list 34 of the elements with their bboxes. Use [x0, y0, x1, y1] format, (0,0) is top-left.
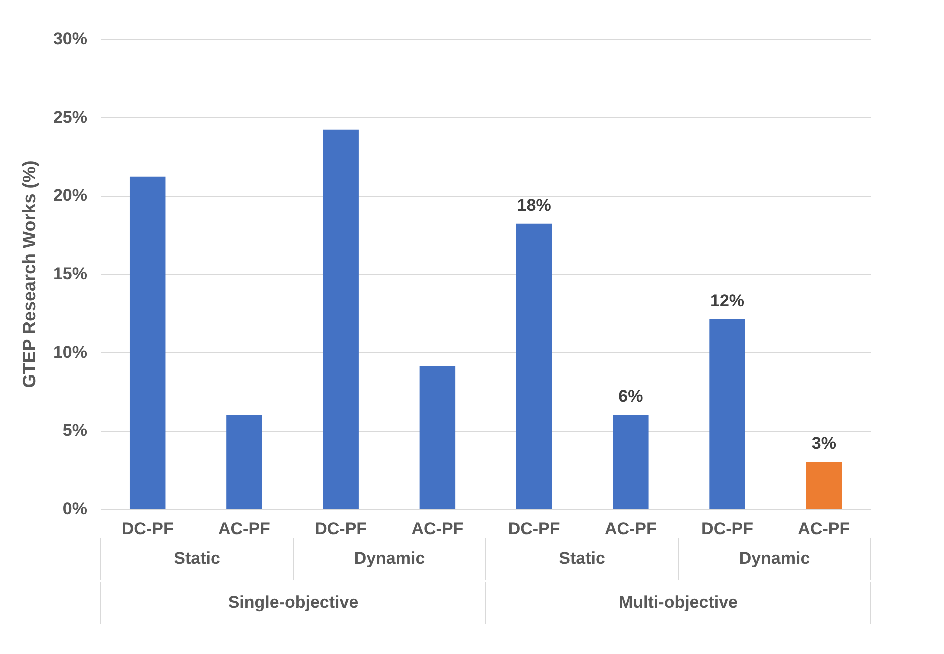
- bar: [710, 319, 746, 509]
- y-axis-title: GTEP Research Works (%): [19, 160, 40, 388]
- y-tick-label: 0%: [62, 500, 88, 518]
- bar: [613, 415, 649, 509]
- x-tick-label: AC-PF: [604, 520, 657, 538]
- data-label: 3%: [812, 434, 836, 453]
- y-tick-label: 15%: [53, 264, 88, 284]
- y-tick-label: 5%: [62, 421, 88, 440]
- data-label: 6%: [618, 387, 644, 406]
- x-tick-label: DC-PF: [122, 520, 174, 538]
- x-tick-label: AC-PF: [798, 520, 850, 538]
- bar: [806, 462, 842, 509]
- bar: [420, 366, 456, 509]
- bar: [516, 224, 552, 509]
- y-tick-label: 10%: [53, 342, 88, 362]
- text: Static: [174, 549, 220, 568]
- text: Dynamic: [354, 549, 426, 568]
- bar: [130, 176, 166, 509]
- text: Static: [559, 549, 606, 568]
- x-tick-label: DC-PF: [508, 520, 560, 538]
- data-label: 12%: [710, 291, 745, 310]
- data-label: 18%: [517, 196, 552, 215]
- x-tick-label: DC-PF: [702, 520, 754, 538]
- text: Single-objective: [228, 593, 359, 612]
- x-tick-label: AC-PF: [218, 520, 270, 538]
- x-tick-label: AC-PF: [412, 520, 464, 538]
- text: Dynamic: [739, 549, 810, 568]
- text: Multi-objective: [618, 593, 738, 612]
- bar: [323, 130, 359, 509]
- bar: [226, 415, 262, 509]
- y-tick-label: 30%: [53, 30, 88, 48]
- x-tick-label: DC-PF: [315, 520, 368, 538]
- y-tick-label: 25%: [53, 108, 88, 127]
- y-tick-label: 20%: [53, 186, 88, 206]
